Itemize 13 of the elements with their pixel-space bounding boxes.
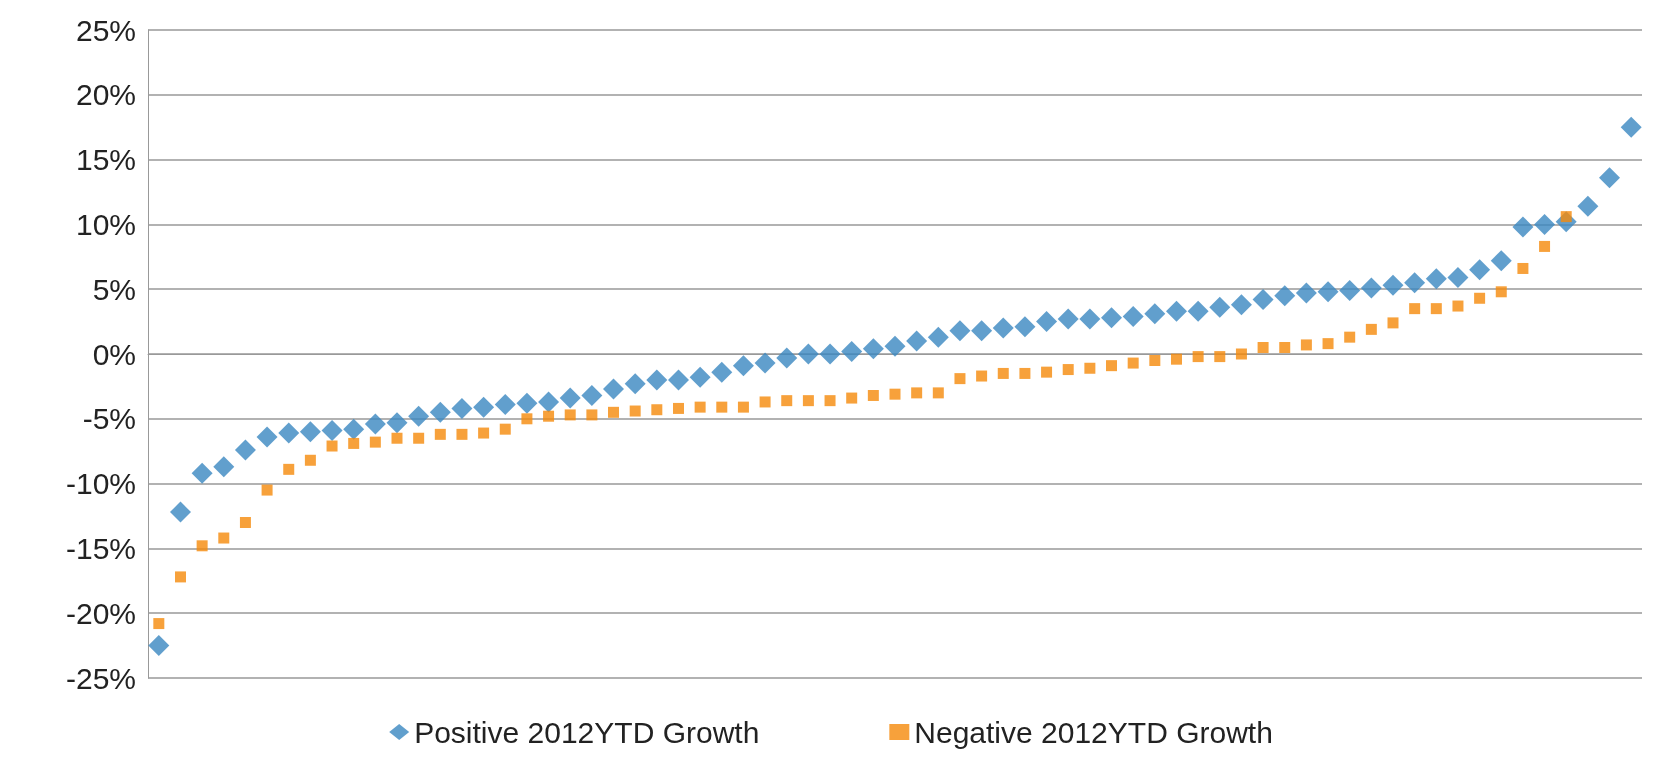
legend-label: Positive 2012YTD Growth [414,715,760,749]
y-tick-label: 5% [92,272,136,306]
y-tick-label: 20% [75,78,136,112]
y-tick-label: -10% [65,467,136,501]
y-tick-label: -25% [65,661,136,695]
y-tick-label: -20% [65,596,136,630]
y-tick-label: 25% [75,13,136,47]
y-tick-label: 0% [92,337,136,371]
y-tick-label: 10% [75,207,136,241]
y-tick-label: -15% [65,531,136,565]
legend-label: Negative 2012YTD Growth [914,715,1273,749]
y-tick-label: 15% [75,143,136,177]
y-tick-label: -5% [82,402,136,436]
